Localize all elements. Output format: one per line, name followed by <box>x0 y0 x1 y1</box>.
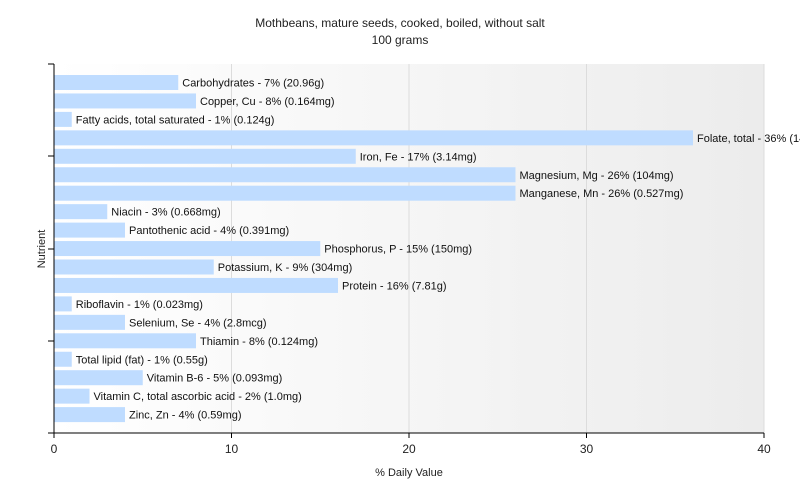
bar <box>54 148 356 164</box>
grid-lines <box>231 64 765 433</box>
x-tick-label: 10 <box>225 442 239 456</box>
x-axis-title: % Daily Value <box>375 467 443 479</box>
bar-label: Thiamin - 8% (0.124mg) <box>200 336 318 348</box>
bar <box>54 333 196 349</box>
x-tick-label: 20 <box>402 442 416 456</box>
bar <box>54 407 125 423</box>
bar-label: Vitamin B-6 - 5% (0.093mg) <box>147 373 283 385</box>
bar <box>54 167 516 183</box>
bar-label: Selenium, Se - 4% (2.8mcg) <box>129 317 267 329</box>
bar <box>54 185 516 201</box>
bar <box>54 296 72 312</box>
bar-label: Folate, total - 36% (143mcg) <box>697 133 800 145</box>
bar-label: Magnesium, Mg - 26% (104mg) <box>520 170 674 182</box>
chart-subtitle: 100 grams <box>372 33 429 47</box>
bar <box>54 314 125 330</box>
bar-label: Phosphorus, P - 15% (150mg) <box>324 244 472 256</box>
bar <box>54 388 90 404</box>
bar <box>54 370 143 386</box>
x-tick-label: 40 <box>757 442 771 456</box>
bar <box>54 111 72 127</box>
bar <box>54 130 693 146</box>
bar <box>54 351 72 367</box>
bar-label: Pantothenic acid - 4% (0.391mg) <box>129 225 289 237</box>
bar <box>54 241 321 257</box>
bar <box>54 222 125 238</box>
bar-label: Manganese, Mn - 26% (0.527mg) <box>520 188 684 200</box>
bar-label: Zinc, Zn - 4% (0.59mg) <box>129 410 241 422</box>
bar-label: Carbohydrates - 7% (20.96g) <box>182 78 324 90</box>
x-tick-label: 0 <box>51 442 58 456</box>
bar <box>54 93 196 109</box>
bar <box>54 204 108 220</box>
bar-label: Copper, Cu - 8% (0.164mg) <box>200 96 335 108</box>
bar-label: Potassium, K - 9% (304mg) <box>218 262 353 274</box>
bar-label: Niacin - 3% (0.668mg) <box>111 207 220 219</box>
bar-label: Vitamin C, total ascorbic acid - 2% (1.0… <box>94 391 302 403</box>
bar-label: Riboflavin - 1% (0.023mg) <box>76 299 203 311</box>
bar-label: Fatty acids, total saturated - 1% (0.124… <box>76 114 275 126</box>
bar-label: Protein - 16% (7.81g) <box>342 280 447 292</box>
bars-group: Carbohydrates - 7% (20.96g) Copper, Cu - … <box>54 75 800 423</box>
y-axis-title: Nutrient <box>36 230 48 269</box>
bar <box>54 259 214 275</box>
x-tick-label: 30 <box>580 442 594 456</box>
bar-label: Total lipid (fat) - 1% (0.55g) <box>76 354 208 366</box>
bar-label: Iron, Fe - 17% (3.14mg) <box>360 151 477 163</box>
bar <box>54 277 338 293</box>
chart-title: Mothbeans, mature seeds, cooked, boiled,… <box>255 16 545 30</box>
bar <box>54 75 179 90</box>
axes-group: 0 10 20 30 40 <box>48 63 771 456</box>
